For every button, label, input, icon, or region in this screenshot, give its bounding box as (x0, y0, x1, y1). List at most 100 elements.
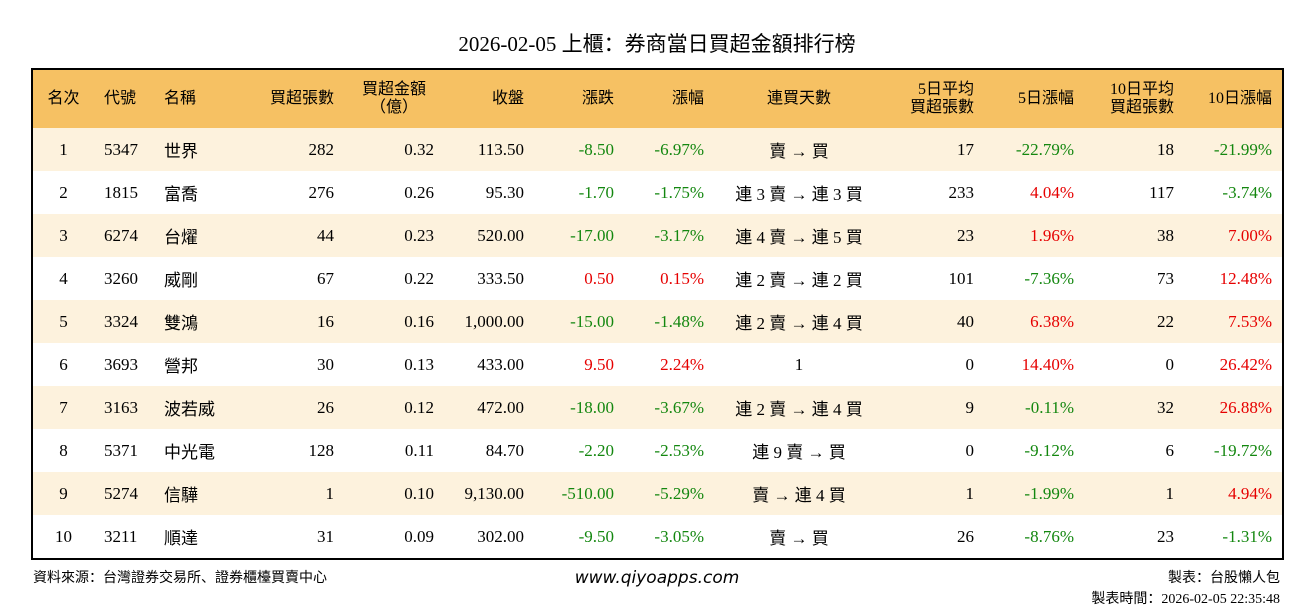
cell: 23 (1157, 526, 1174, 546)
cell: 472.00 (444, 386, 534, 429)
header-line: 10日平均 (1109, 81, 1174, 98)
cell: 雙鴻 (154, 300, 234, 343)
header-line: 買超金額 (361, 81, 426, 98)
cell: 世界 (154, 128, 234, 171)
cell: 282 (234, 128, 344, 171)
cell: -3.17% (624, 214, 714, 257)
cell: 營邦 (164, 357, 198, 376)
cell: 44 (234, 214, 344, 257)
cell: 連 2 賣 → 連 4 買 (714, 386, 884, 429)
source: 資料來源：台灣證券交易所、證券櫃檯買賣中心 (33, 571, 327, 586)
cell: -3.05% (654, 526, 704, 546)
table-row: 5 3324 雙鴻 16 0.16 1,000.00 -15.00 -1.48% 連 2 賣 →… (32, 300, 1283, 343)
cell: 9 (884, 386, 984, 429)
cell: -21.99% (1184, 128, 1283, 171)
cell: 302.00 (477, 526, 524, 546)
cell: 3260 (104, 268, 138, 288)
cell: 0.10 (344, 472, 444, 515)
cell: -17.00 (534, 214, 624, 257)
column-header: 5日平均 買超張數 (884, 69, 984, 128)
cell: 台燿 (154, 214, 234, 257)
cell: 0.32 (344, 128, 444, 171)
cell: -510.00 (534, 472, 624, 515)
cell: 433.00 (477, 354, 524, 374)
cell: 9,130.00 (444, 472, 534, 515)
cell: 3324 (94, 300, 154, 343)
cell: 32 (1084, 386, 1184, 429)
cell: 順達 (164, 529, 198, 548)
column-header: 10日漲幅 (1184, 69, 1283, 128)
cell: -3.74% (1222, 182, 1272, 202)
cell: 26.88% (1184, 386, 1283, 429)
cell: 波若威 (154, 386, 234, 429)
cell: -5.29% (624, 472, 714, 515)
cell: 6274 (94, 214, 154, 257)
cell: 1 (1084, 472, 1184, 515)
cell: 14.40% (1021, 354, 1074, 374)
header-line: 10日漲幅 (1207, 90, 1272, 107)
column-header: 連買天數 (714, 69, 884, 128)
cell: 0.22 (404, 268, 434, 288)
table-row: 1 5347 世界 282 0.32 113.50 -8.50 -6.97% 賣 → 買 17 -2… (32, 128, 1283, 171)
cell: -18.00 (534, 386, 624, 429)
cell: 連 9 賣 → 買 (752, 443, 846, 462)
cell: 5 (32, 300, 94, 343)
header-row: 名次 代號 名稱 買超張數 買超金額 （億） 收盤 漲跌 漲幅 連買天數 5日平均 買超張數 5日漲幅 1… (32, 69, 1283, 128)
table-row: 10 3211 順達 31 0.09 302.00 -9.50 -3.05% 賣 → 買 26 -8… (32, 515, 1283, 559)
header-line: 5日平均 (917, 81, 974, 98)
column-header: 名稱 (154, 69, 234, 128)
cell: -8.50 (534, 128, 624, 171)
cell: -22.79% (984, 128, 1084, 171)
cell: 3693 (104, 354, 138, 374)
cell: -1.99% (984, 472, 1084, 515)
cell: 6 (59, 354, 68, 374)
cell: 6.38% (984, 300, 1084, 343)
cell: 7.53% (1184, 300, 1283, 343)
cell: 6 (1165, 440, 1175, 460)
cell: -1.48% (624, 300, 714, 343)
cell: 2.24% (660, 354, 704, 374)
cell: -2.20 (578, 440, 614, 460)
cell: 0.11 (404, 440, 434, 460)
cell: 73 (1157, 268, 1174, 288)
cell: -7.36% (1024, 268, 1074, 288)
cell: 連 2 賣 → 連 4 買 (714, 300, 884, 343)
cell: 賣 → 連 4 買 (714, 472, 884, 515)
cell: 0 (965, 354, 975, 374)
header-line: （億） (369, 99, 418, 116)
cell: -6.97% (624, 128, 714, 171)
cell: 0.23 (344, 214, 444, 257)
cell: -15.00 (534, 300, 624, 343)
header-line: 名稱 (164, 90, 197, 107)
cell: 1 (234, 472, 344, 515)
cell: 9 (32, 472, 94, 515)
column-header: 代號 (94, 69, 154, 128)
header-line: 漲跌 (581, 90, 614, 107)
cell: -0.11% (984, 386, 1084, 429)
header-line: 5日漲幅 (1017, 90, 1074, 107)
cell: 95.30 (485, 182, 524, 202)
cell: 101 (948, 268, 975, 288)
header-line: 買超張數 (1109, 99, 1174, 116)
cell: 4 (59, 268, 68, 288)
ranking-table: 名次 代號 名稱 買超張數 買超金額 （億） 收盤 漲跌 漲幅 連買天數 5日平均 買超張數 5日漲幅 1… (31, 68, 1284, 560)
cell: 0.16 (344, 300, 444, 343)
cell: 1 (884, 472, 984, 515)
cell: 7.00% (1184, 214, 1283, 257)
cell: 4.94% (1184, 472, 1283, 515)
cell: 520.00 (444, 214, 534, 257)
cell: 3163 (94, 386, 154, 429)
cell: 113.50 (444, 128, 534, 171)
cell: 333.50 (477, 268, 524, 288)
cell: -2.53% (654, 440, 704, 460)
cell: 18 (1084, 128, 1184, 171)
cell: 30 (317, 354, 334, 374)
cell: 31 (317, 526, 334, 546)
cell: 5347 (94, 128, 154, 171)
table-row: 2 1815 富喬 276 0.26 95.30 -1.70 -1.75% 連 3 賣 → 連 … (32, 171, 1283, 214)
cell: 5274 (94, 472, 154, 515)
cell: 17 (884, 128, 984, 171)
cell: 67 (317, 268, 334, 288)
cell: 16 (234, 300, 344, 343)
